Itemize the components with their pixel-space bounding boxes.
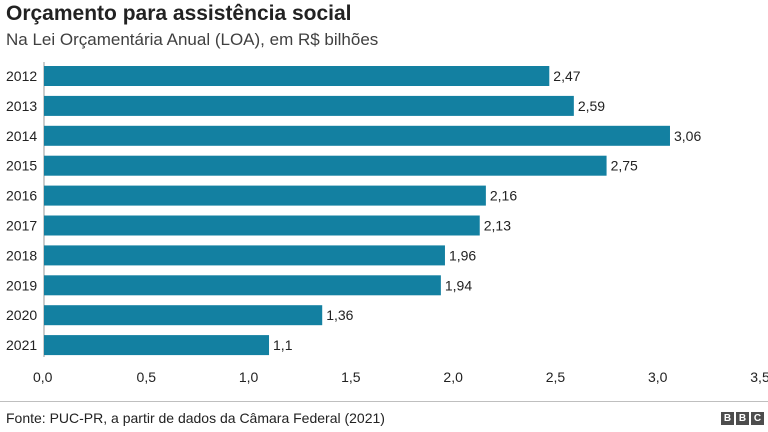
logo-letter-1: B — [721, 412, 734, 425]
chart-subtitle: Na Lei Orçamentária Anual (LOA), em R$ b… — [6, 30, 379, 49]
bar-2020 — [44, 305, 323, 326]
bar-2016 — [44, 185, 486, 206]
y-tick-label-2012: 2012 — [6, 68, 37, 84]
source-note: Fonte: PUC-PR, a partir de dados da Câma… — [6, 410, 385, 426]
value-label-2017: 2,13 — [484, 218, 511, 234]
chart-title: Orçamento para assistência social — [6, 2, 352, 25]
x-tick-label-3: 1,5 — [341, 369, 361, 385]
value-label-2021: 1,1 — [273, 337, 293, 353]
y-tick-label-2015: 2015 — [6, 158, 37, 174]
y-tick-label-2018: 2018 — [6, 247, 37, 263]
x-tick-label-7: 3,5 — [750, 369, 768, 385]
value-label-2019: 1,94 — [445, 277, 472, 293]
x-tick-label-6: 3,0 — [648, 369, 668, 385]
bar-2013 — [44, 95, 574, 116]
y-tick-label-2013: 2013 — [6, 98, 37, 114]
bar-2017 — [44, 215, 480, 236]
bar-2019 — [44, 275, 441, 296]
bar-2018 — [44, 245, 445, 266]
bbc-logo: B B C — [721, 412, 764, 425]
x-tick-label-1: 0,5 — [137, 369, 157, 385]
value-label-2018: 1,96 — [449, 247, 476, 263]
bar-2014 — [44, 125, 670, 146]
bar-2012 — [44, 66, 550, 86]
x-tick-label-2: 1,0 — [239, 369, 259, 385]
logo-letter-2: B — [736, 412, 749, 425]
value-label-2013: 2,59 — [578, 98, 605, 114]
bar-chart: 2012 2,47 2013 2,59 2014 3,06 2015 2,75 2016 2,16… — [6, 62, 768, 385]
value-label-2016: 2,16 — [490, 188, 517, 204]
x-tick-label-0: 0,0 — [33, 369, 53, 385]
value-label-2020: 1,36 — [326, 307, 353, 323]
y-tick-label-2021: 2021 — [6, 337, 37, 353]
x-tick-label-4: 2,0 — [443, 369, 463, 385]
y-tick-label-2017: 2017 — [6, 218, 37, 234]
y-tick-label-2019: 2019 — [6, 277, 37, 293]
y-tick-label-2014: 2014 — [6, 128, 37, 144]
footer-divider — [0, 401, 768, 402]
value-label-2014: 3,06 — [674, 128, 701, 144]
bar-2015 — [44, 155, 607, 176]
y-tick-label-2016: 2016 — [6, 188, 37, 204]
logo-letter-3: C — [751, 412, 764, 425]
y-tick-label-2020: 2020 — [6, 307, 37, 323]
x-tick-label-5: 2,5 — [546, 369, 566, 385]
value-label-2015: 2,75 — [611, 158, 638, 174]
value-label-2012: 2,47 — [553, 68, 580, 84]
bar-2021 — [44, 335, 270, 356]
